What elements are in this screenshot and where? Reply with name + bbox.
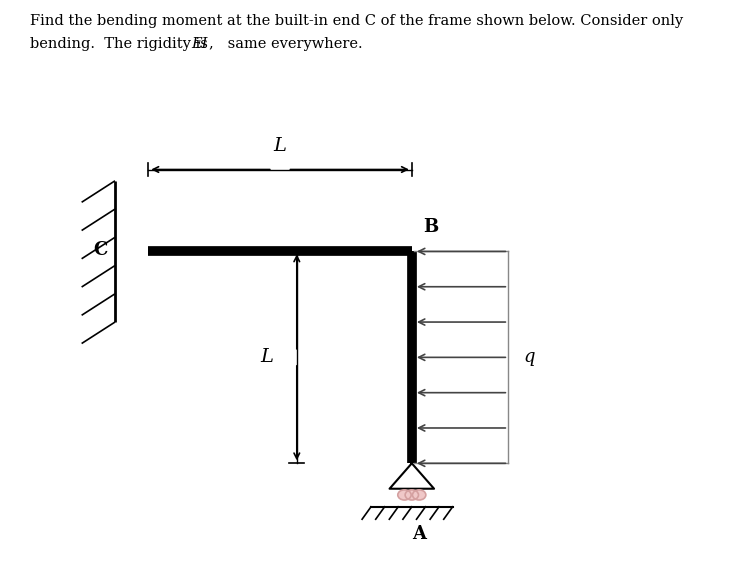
Text: q: q [523,349,534,366]
Text: L: L [260,349,274,366]
Text: ,   same everywhere.: , same everywhere. [209,37,363,51]
Text: C: C [93,241,108,259]
Text: EI: EI [191,37,208,51]
Circle shape [398,490,411,500]
Text: B: B [423,218,439,236]
Text: A: A [413,525,426,543]
Circle shape [405,490,418,500]
Text: bending.  The rigidity is: bending. The rigidity is [30,37,217,51]
Text: L: L [274,137,286,155]
Text: Find the bending moment at the built-in end C of the frame shown below. Consider: Find the bending moment at the built-in … [30,14,683,28]
Circle shape [413,490,426,500]
